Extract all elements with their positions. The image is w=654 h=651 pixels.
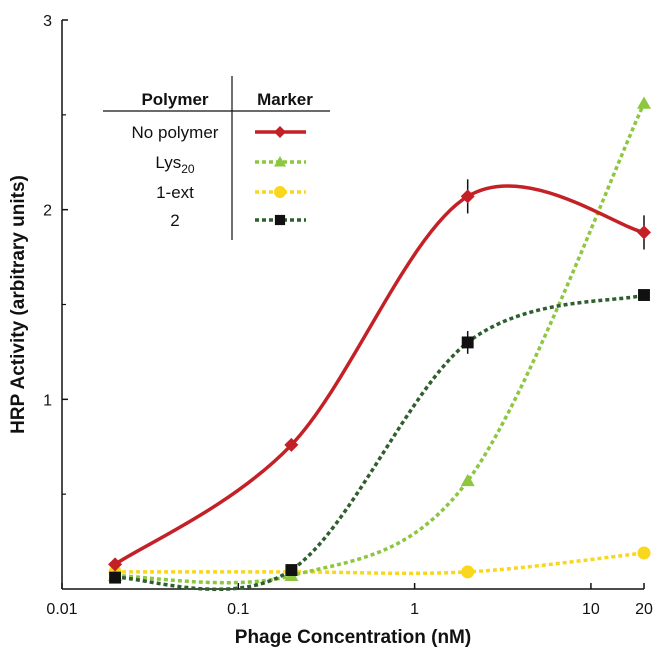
legend-marker — [274, 214, 286, 226]
legend: Polymer Marker No polymer Lys20 1-ext 2 — [103, 76, 330, 240]
x-tick-label: 20 — [635, 601, 653, 618]
legend-label-text: 2 — [170, 211, 179, 230]
series-line — [115, 293, 645, 592]
legend-label-text: 1-ext — [156, 183, 194, 202]
data-point — [109, 571, 122, 584]
data-point — [461, 565, 475, 579]
x-tick-label: 10 — [582, 601, 600, 618]
series-line — [114, 184, 645, 566]
legend-label-subscript: 20 — [181, 162, 195, 176]
legend-header-polymer: Polymer — [141, 90, 208, 109]
legend-label: Lys20 — [155, 153, 195, 176]
series-2 — [109, 289, 650, 592]
legend-marker — [274, 126, 286, 138]
legend-header-marker: Marker — [257, 90, 313, 109]
data-point — [460, 473, 475, 487]
data-point — [637, 96, 651, 109]
data-point — [284, 437, 299, 452]
y-tick-label: 1 — [43, 392, 52, 409]
legend-marker — [274, 156, 286, 167]
data-point — [460, 189, 475, 204]
data-point — [637, 225, 651, 240]
data-point — [637, 546, 651, 560]
data-point — [108, 557, 123, 572]
x-axis-title: Phage Concentration (nM) — [235, 627, 471, 648]
legend-label-text: Lys — [155, 153, 181, 172]
y-axis-title: HRP Activity (arbitrary units) — [8, 175, 29, 434]
axes: 1 2 3 0.01 0.1 1 10 20 Phage Concentration (nM) H… — [8, 13, 653, 648]
data-point — [638, 289, 650, 301]
legend-marker — [274, 186, 286, 198]
series-line — [115, 102, 646, 585]
series-line — [115, 551, 645, 576]
data-point — [461, 336, 474, 349]
legend-label: No polymer — [132, 123, 219, 142]
x-tick-label: 0.1 — [227, 601, 249, 618]
y-tick-label: 2 — [43, 203, 52, 220]
legend-label: 1-ext — [156, 183, 194, 202]
series-no-polymer — [108, 179, 651, 572]
x-tick-label: 0.01 — [46, 601, 77, 618]
legend-label-text: No polymer — [132, 123, 219, 142]
y-tick-label: 3 — [43, 13, 52, 30]
series-layer — [108, 96, 651, 592]
x-tick-label: 1 — [410, 601, 419, 618]
legend-label: 2 — [170, 211, 179, 230]
data-point — [285, 564, 298, 576]
